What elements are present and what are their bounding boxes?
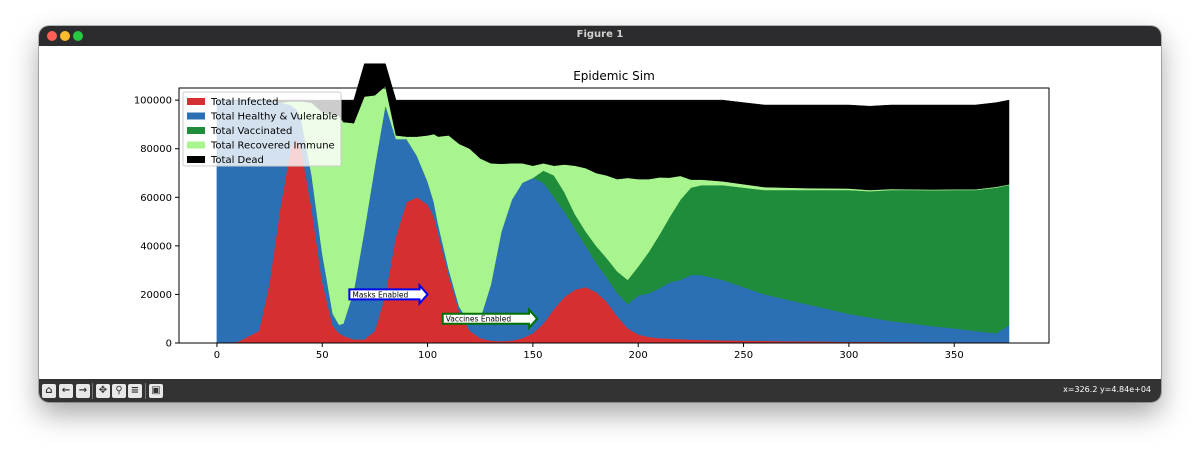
legend — [182, 91, 342, 167]
maximize-window-button[interactable] — [73, 31, 83, 41]
toolbar-separator — [92, 383, 93, 399]
close-window-button[interactable] — [47, 31, 57, 41]
x-tick-label: 150 — [523, 350, 542, 361]
y-tick-label: 60000 — [140, 193, 172, 204]
legend-swatch-total-healthy-vulerable — [187, 112, 205, 120]
x-tick-label: 250 — [734, 350, 753, 361]
forward-button[interactable]: → — [76, 384, 90, 398]
back-button[interactable]: ← — [59, 384, 73, 398]
toolbar-separator — [145, 383, 146, 399]
x-tick-label: 350 — [945, 350, 964, 361]
x-tick-label: 300 — [839, 350, 858, 361]
y-tick-label: 100000 — [134, 96, 172, 107]
legend-swatch-total-vaccinated — [187, 127, 205, 134]
minimize-window-button[interactable] — [60, 31, 70, 41]
magnifier-icon: ⚲ — [115, 385, 123, 396]
legend-entry: Total Infected — [210, 97, 278, 108]
legend-entry: Total Dead — [210, 155, 264, 166]
x-tick-label: 200 — [629, 350, 648, 361]
title-bar[interactable]: Figure 1 — [39, 26, 1161, 46]
home-icon: ⌂ — [45, 385, 53, 396]
save-button[interactable]: ▣ — [149, 384, 163, 398]
annotation-arrow — [348, 282, 429, 307]
legend-swatch-total-recovered-immune — [187, 141, 205, 149]
x-tick-label: 100 — [418, 350, 437, 361]
annotation-label: Vaccines Enabled — [446, 315, 512, 324]
legend-entry: Total Recovered Immune — [210, 141, 335, 152]
y-tick-label: 0 — [166, 339, 172, 350]
annotation-arrow — [441, 307, 539, 331]
x-tick-label: 0 — [214, 350, 220, 361]
home-button[interactable]: ⌂ — [42, 384, 56, 398]
arrow-right-icon: → — [78, 385, 88, 396]
legend-swatch-total-infected — [187, 98, 205, 105]
navigation-toolbar: x=326.2 y=4.84e+04 ⌂ ← → ✥ ⚲ ≡ ▣ — [39, 379, 1161, 402]
annotation-label: Masks Enabled — [352, 290, 408, 299]
floppy-icon: ▣ — [151, 385, 161, 396]
move-icon: ✥ — [98, 385, 108, 396]
window-title: Figure 1 — [576, 29, 624, 40]
subplots-button[interactable]: ≡ — [128, 384, 142, 398]
y-tick-label: 40000 — [140, 241, 172, 252]
arrow-left-icon: ← — [61, 385, 71, 396]
cursor-coordinates: x=326.2 y=4.84e+04 — [1063, 385, 1151, 394]
legend-swatch-total-dead — [187, 156, 205, 163]
x-tick-label: 50 — [316, 350, 329, 361]
chart-title: Epidemic Sim — [573, 69, 655, 83]
area-total-dead — [216, 63, 1010, 191]
figure-canvas[interactable]: 0 50 100 150 200 250 300 350 0 20000 40000 60000 800… — [39, 46, 1161, 379]
plot-frame — [178, 87, 1050, 344]
sliders-icon: ≡ — [130, 385, 140, 396]
epidemic-chart[interactable]: 0 50 100 150 200 250 300 350 0 20000 40000 60000 800… — [39, 46, 1161, 379]
y-tick-label: 80000 — [140, 144, 172, 155]
y-tick-label: 20000 — [140, 290, 172, 301]
legend-entry: Total Vaccinated — [210, 126, 292, 137]
zoom-button[interactable]: ⚲ — [112, 384, 126, 398]
pan-button[interactable]: ✥ — [96, 384, 110, 398]
figure-window: Figure 1 0 50 100 150 200 250 300 350 0 20000 4000… — [39, 26, 1161, 402]
legend-entry: Total Healthy & Vulerable — [210, 112, 337, 123]
